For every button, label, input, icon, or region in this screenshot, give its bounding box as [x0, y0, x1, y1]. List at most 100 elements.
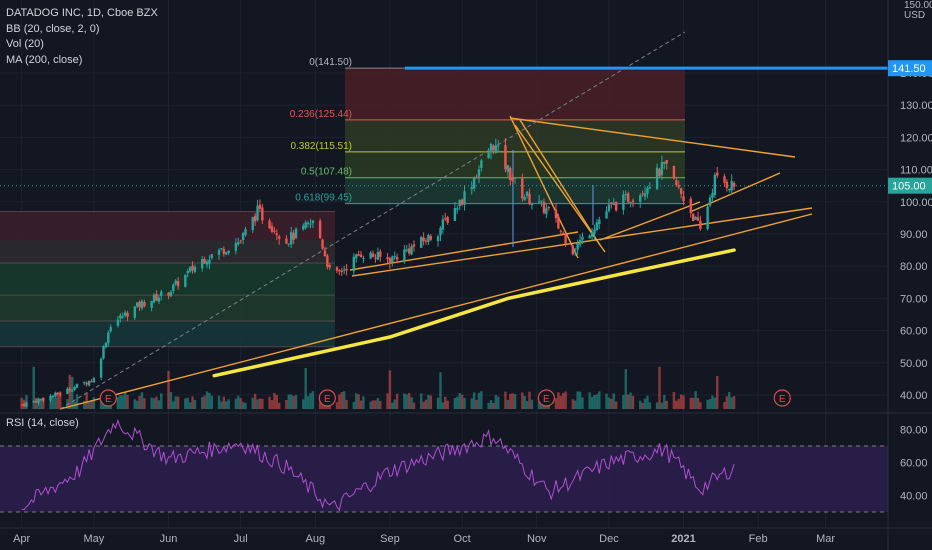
- price-tick-label: 40.00: [900, 390, 928, 402]
- candlesticks[interactable]: [20, 137, 736, 408]
- volume-bar: [138, 395, 141, 409]
- fib-level-label: 0.5(107.48): [301, 167, 352, 178]
- candle-body: [728, 188, 731, 190]
- candle-body: [294, 228, 298, 239]
- candle-body: [581, 236, 584, 240]
- candle-body: [682, 196, 685, 201]
- x-tick-label: May: [83, 533, 104, 545]
- volume-bar: [487, 402, 490, 409]
- candle-body: [405, 249, 408, 251]
- candle-body: [87, 380, 91, 386]
- candle-body: [629, 202, 632, 204]
- candle-body: [480, 160, 483, 168]
- candle-body: [542, 201, 546, 213]
- candle-body: [525, 191, 529, 196]
- candle-body: [456, 208, 459, 210]
- candle-body: [487, 152, 490, 159]
- volume-bar: [49, 401, 52, 409]
- price-tick-label: 80.00: [900, 261, 928, 273]
- volume-bar: [672, 392, 676, 409]
- candle-body: [564, 234, 567, 244]
- volume-bar: [302, 399, 305, 409]
- candle-body: [121, 316, 124, 318]
- volume-bar: [87, 402, 91, 409]
- rsi-pane[interactable]: [0, 419, 888, 513]
- trendline: [689, 172, 781, 213]
- indicator-volume[interactable]: Vol (20): [6, 38, 44, 50]
- candle-body: [56, 392, 59, 395]
- candle-body: [116, 319, 120, 326]
- price-tick-label: 50.00: [900, 358, 928, 370]
- volume-bar: [237, 395, 240, 409]
- volume-bar: [140, 392, 144, 409]
- volume-bar: [121, 395, 124, 409]
- earnings-marker-label: E: [105, 394, 112, 405]
- volume-bar: [643, 398, 647, 409]
- volume-bar: [458, 393, 461, 409]
- volume-bar: [730, 397, 733, 409]
- candle-body: [441, 219, 445, 230]
- volume-bar: [355, 393, 358, 409]
- volume-bar: [578, 391, 582, 409]
- price-tick-label: 130.00: [900, 100, 932, 112]
- candle-body: [273, 230, 276, 232]
- candle-body: [225, 252, 228, 255]
- volume-bar: [268, 396, 271, 409]
- volume-bar: [588, 392, 591, 409]
- candle-body: [509, 167, 512, 181]
- volume-bar: [489, 400, 493, 409]
- earnings-circle: [99, 389, 117, 407]
- indicator-bb[interactable]: BB (20, close, 2, 0): [6, 22, 100, 35]
- volume-bar: [359, 400, 363, 409]
- candle-body: [655, 167, 659, 189]
- current-price-badge: [888, 177, 932, 194]
- candle-body: [51, 395, 55, 397]
- candle-body: [261, 207, 264, 221]
- fib-level-label: 0.618(99.45): [295, 193, 352, 204]
- candle-body: [576, 243, 579, 250]
- candle-body: [545, 208, 548, 214]
- candle-body: [713, 175, 717, 195]
- candle-body: [32, 400, 35, 403]
- chart-title[interactable]: DATADOG INC, 1D, Cboe BZX: [6, 7, 158, 19]
- candle-body: [359, 254, 363, 258]
- candle-body: [355, 254, 358, 259]
- rsi-legend[interactable]: RSI (14, close): [6, 417, 79, 429]
- volume-bar: [102, 402, 105, 409]
- candle-body: [287, 243, 291, 245]
- volume-bar: [497, 396, 500, 409]
- candle-body: [237, 242, 240, 245]
- candle-body: [376, 252, 380, 260]
- volume-bar: [677, 398, 680, 409]
- volume-bar: [706, 399, 709, 409]
- volume-bar: [595, 394, 599, 409]
- volume-bar: [453, 397, 457, 409]
- volume-bar: [208, 392, 211, 409]
- volume-bar: [188, 402, 192, 409]
- candle-body: [104, 342, 108, 348]
- earnings-circle: [318, 389, 336, 407]
- candle-body: [338, 270, 341, 272]
- candle-body: [571, 245, 575, 255]
- candle-body: [292, 232, 295, 240]
- volume-bar: [557, 392, 560, 409]
- volume-bar: [386, 393, 389, 409]
- candle-body: [371, 253, 375, 258]
- candle-body: [83, 382, 86, 384]
- candle-body: [37, 398, 40, 403]
- price-tick-label: 120.00: [900, 132, 932, 144]
- volume-bar: [612, 393, 615, 409]
- volume-bar: [167, 370, 170, 409]
- volume-bar: [261, 398, 264, 409]
- trendline: [509, 117, 796, 158]
- fib-zone-left: [0, 295, 335, 321]
- volume-bar: [241, 401, 245, 409]
- ma200-line: [212, 248, 736, 378]
- volume-bar: [511, 393, 514, 409]
- candle-body: [391, 256, 394, 263]
- candle-body: [188, 267, 192, 272]
- indicator-ma[interactable]: MA (200, close): [6, 53, 83, 66]
